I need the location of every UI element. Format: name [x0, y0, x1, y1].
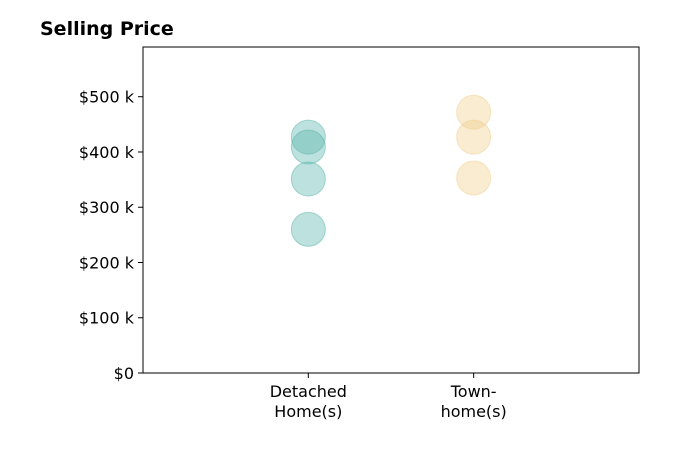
plot-frame	[142, 46, 640, 374]
point	[456, 119, 492, 155]
point	[456, 160, 492, 196]
y-tick-label: $100 k	[79, 309, 135, 328]
y-tick-label: $300 k	[79, 198, 135, 217]
y-tick-label: $200 k	[79, 253, 135, 272]
point	[290, 129, 326, 165]
point	[456, 94, 492, 130]
point	[290, 119, 326, 155]
x-tick-label: Town-home(s)	[441, 382, 507, 421]
x-tick-label: Detached Home(s)	[270, 382, 347, 421]
y-tick-label: $500 k	[79, 88, 135, 107]
point	[290, 161, 326, 197]
chart-title: Selling Price	[40, 18, 174, 40]
y-tick-label: $400 k	[79, 143, 135, 162]
y-tick-label: $0	[114, 364, 134, 383]
point	[290, 211, 326, 247]
